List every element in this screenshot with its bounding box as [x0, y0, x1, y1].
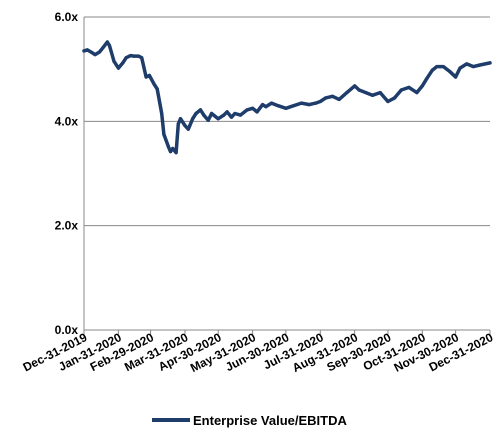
- data-point: [407, 85, 411, 90]
- data-point: [370, 93, 375, 97]
- data-point: [264, 105, 268, 109]
- data-point: [238, 113, 243, 117]
- data-point: [186, 127, 190, 131]
- data-point: [378, 91, 382, 95]
- data-point: [171, 146, 175, 151]
- data-point: [198, 108, 203, 112]
- data-point: [162, 132, 166, 136]
- y-tick-label: 0.0x: [55, 323, 79, 337]
- data-point: [225, 110, 229, 114]
- data-point: [420, 84, 424, 88]
- data-point: [176, 122, 180, 126]
- legend: Enterprise Value/EBITDA: [152, 413, 347, 428]
- data-point: [245, 108, 249, 112]
- data-point: [90, 50, 94, 55]
- data-point: [345, 91, 349, 95]
- data-point: [415, 91, 419, 95]
- y-tick-label: 2.0x: [55, 219, 79, 233]
- data-point: [435, 64, 439, 69]
- data-point: [454, 75, 458, 79]
- data-point: [194, 111, 198, 116]
- data-point: [255, 110, 259, 114]
- data-point: [132, 54, 136, 58]
- data-point: [136, 54, 140, 58]
- data-point: [399, 88, 403, 92]
- data-point: [97, 50, 102, 54]
- data-point: [116, 66, 120, 70]
- data-point: [269, 101, 274, 105]
- data-point: [222, 113, 226, 117]
- data-point: [209, 111, 214, 116]
- data-point: [82, 49, 86, 53]
- data-point: [152, 82, 156, 86]
- data-point: [284, 106, 288, 110]
- data-point: [233, 111, 237, 116]
- data-point: [107, 44, 112, 48]
- data-point: [93, 52, 97, 57]
- data-point: [128, 54, 133, 58]
- data-point: [191, 117, 195, 121]
- data-point: [337, 97, 341, 102]
- data-point: [178, 117, 183, 121]
- data-point: [386, 99, 390, 104]
- legend-label: Enterprise Value/EBITDA: [193, 413, 347, 428]
- data-point: [229, 115, 234, 119]
- data-point: [124, 56, 128, 60]
- data-point: [299, 101, 304, 105]
- data-point: [202, 113, 206, 117]
- data-point: [353, 84, 357, 88]
- data-point: [393, 96, 397, 100]
- data-point: [140, 56, 144, 60]
- data-point: [357, 88, 361, 92]
- data-point: [174, 151, 178, 155]
- data-point: [160, 111, 164, 116]
- data-point: [85, 48, 89, 52]
- data-point: [206, 118, 210, 122]
- data-point: [166, 144, 170, 148]
- data-point: [144, 75, 148, 79]
- gridlines: [84, 16, 490, 227]
- data-point: [121, 61, 125, 65]
- data-point: [292, 104, 296, 108]
- data-point: [101, 46, 105, 50]
- data-point: [147, 73, 152, 78]
- data-point: [276, 104, 280, 108]
- data-point: [425, 76, 429, 81]
- data-point: [465, 62, 469, 66]
- data-point: [112, 59, 116, 63]
- data-point: [330, 94, 335, 98]
- data-point: [478, 63, 482, 67]
- data-point: [448, 70, 452, 74]
- y-tick-label: 4.0x: [55, 114, 79, 128]
- data-point: [471, 64, 475, 69]
- data-point: [488, 61, 492, 65]
- data-point: [324, 96, 328, 100]
- x-tick-labels: Dec-31-2019Jan-31-2020Feb-29-2020Mar-31-…: [21, 330, 495, 375]
- data-point: [314, 101, 318, 105]
- series-layer: [82, 40, 492, 155]
- data-point: [105, 40, 109, 44]
- data-point: [260, 103, 265, 107]
- data-point: [216, 117, 220, 121]
- data-point: [307, 103, 311, 107]
- data-point: [430, 68, 434, 72]
- data-point: [251, 106, 255, 110]
- data-point: [441, 64, 446, 69]
- y-tick-labels: 0.0x 2.0x 4.0x 6.0x: [55, 10, 79, 337]
- data-point: [364, 91, 368, 95]
- axes: [83, 17, 491, 335]
- data-point: [168, 149, 173, 154]
- series-line: [82, 40, 492, 155]
- data-point: [458, 66, 462, 70]
- data-point: [155, 87, 159, 91]
- y-tick-label: 6.0x: [55, 10, 79, 24]
- data-point: [318, 99, 322, 104]
- data-point: [183, 123, 187, 128]
